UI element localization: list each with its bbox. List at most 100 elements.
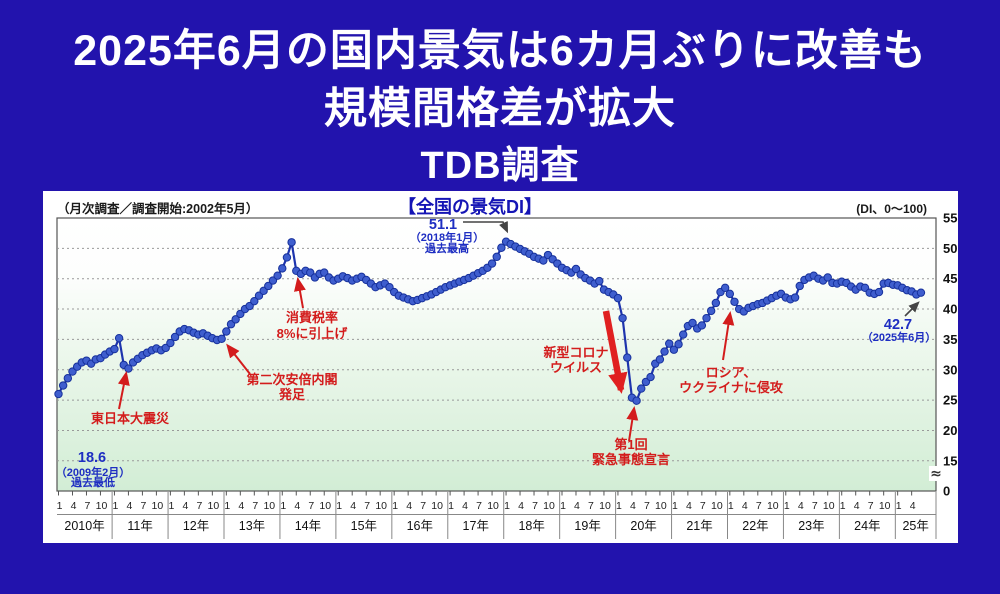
value-marker-text: 51.1 [429,217,457,233]
data-point [688,318,697,328]
value-marker-subtext: （2018年1月） [410,230,485,244]
year-label: 20年 [630,519,656,533]
month-tick-label: 1 [560,500,566,512]
headline-line-2: 規模間格差が拡大 [324,85,676,133]
month-tick-label: 7 [85,500,91,512]
month-tick-label: 4 [238,500,244,512]
y-axis-label: 20 [943,423,957,438]
data-point [702,313,711,323]
month-tick-label: 4 [630,500,636,512]
month-tick-label: 1 [168,500,174,512]
month-tick-label: 7 [476,500,482,512]
data-point [660,347,669,356]
chart-title: 【全国の景気DI】 [398,197,542,217]
y-axis-label: 30 [943,362,957,377]
month-tick-label: 1 [113,500,119,512]
data-point [795,281,804,291]
event-arrow [117,371,130,410]
month-tick-label: 7 [252,500,258,512]
data-point [711,298,721,308]
month-tick-label: 1 [392,500,398,512]
month-tick-label: 10 [208,500,220,512]
month-tick-label: 7 [756,500,762,512]
year-label: 19年 [574,519,600,533]
data-point [571,264,581,274]
y-axis-label: 15 [943,453,957,468]
data-point [623,353,632,362]
month-tick-label: 1 [840,500,846,512]
month-tick-label: 10 [375,500,387,512]
data-point [287,238,296,247]
headline-line-3: TDB調査 [420,145,580,187]
month-tick-label: 7 [420,500,426,512]
month-tick-label: 4 [518,500,524,512]
event-arrow [722,311,735,361]
data-point [632,396,641,405]
data-point [58,381,68,390]
month-tick-label: 1 [224,500,230,512]
headline-line-1: 2025年6月の国内景気は6カ月ぶりに改善も [73,27,927,75]
month-tick-label: 4 [71,500,77,512]
month-tick-label: 10 [543,500,555,512]
value-marker-text: 42.7 [884,317,912,333]
month-tick-label: 4 [910,500,916,512]
month-tick-label: 1 [784,500,790,512]
month-tick-label: 4 [294,500,300,512]
data-point [273,271,282,280]
data-point [697,321,707,330]
year-label: 22年 [742,519,768,533]
month-tick-label: 10 [599,500,611,512]
year-label: 17年 [463,519,489,533]
data-point [790,293,800,302]
data-point [706,306,716,316]
month-tick-label: 4 [462,500,468,512]
month-tick-label: 7 [588,500,594,512]
data-point [278,264,287,273]
survey-note: （月次調査／調査開始:2002年5月） [57,202,259,216]
month-tick-label: 4 [686,500,692,512]
month-tick-label: 4 [350,500,356,512]
month-tick-label: 10 [823,500,835,512]
month-tick-label: 7 [364,500,370,512]
month-tick-label: 4 [127,500,133,512]
data-point [916,288,926,297]
data-point [492,252,501,262]
value-marker-arrow [463,221,508,234]
y-axis-label: 0 [943,484,950,499]
month-tick-label: 10 [263,500,275,512]
event-annotation-text: ウクライナに侵攻 [679,380,784,395]
data-point [730,297,739,306]
data-point [637,384,646,393]
event-annotation-text: ウイルス [550,360,602,375]
data-point [679,330,688,339]
data-point [114,333,124,343]
year-label: 21年 [686,519,712,533]
event-arrow [226,343,251,375]
month-tick-label: 10 [879,500,891,512]
month-tick-label: 1 [616,500,622,512]
month-tick-label: 1 [672,500,678,512]
year-label: 24年 [854,519,880,533]
data-point [170,332,180,342]
value-marker-arrow [904,301,920,317]
data-point [595,276,604,286]
month-tick-label: 4 [742,500,748,512]
data-point [231,315,240,324]
y-axis-label: 40 [943,302,957,317]
data-point [217,334,226,343]
data-point [539,256,548,265]
event-annotation-text: 東日本大震災 [91,411,170,426]
month-tick-label: 4 [798,500,804,512]
month-tick-label: 7 [196,500,202,512]
month-tick-label: 1 [728,500,734,512]
data-point [487,259,497,268]
year-label: 25年 [902,519,928,533]
month-tick-label: 7 [644,500,650,512]
data-point [646,372,655,382]
data-point [497,243,506,252]
month-tick-label: 4 [406,500,412,512]
year-label: 23年 [798,519,824,533]
month-tick-label: 7 [140,500,146,512]
month-tick-label: 1 [448,500,454,512]
